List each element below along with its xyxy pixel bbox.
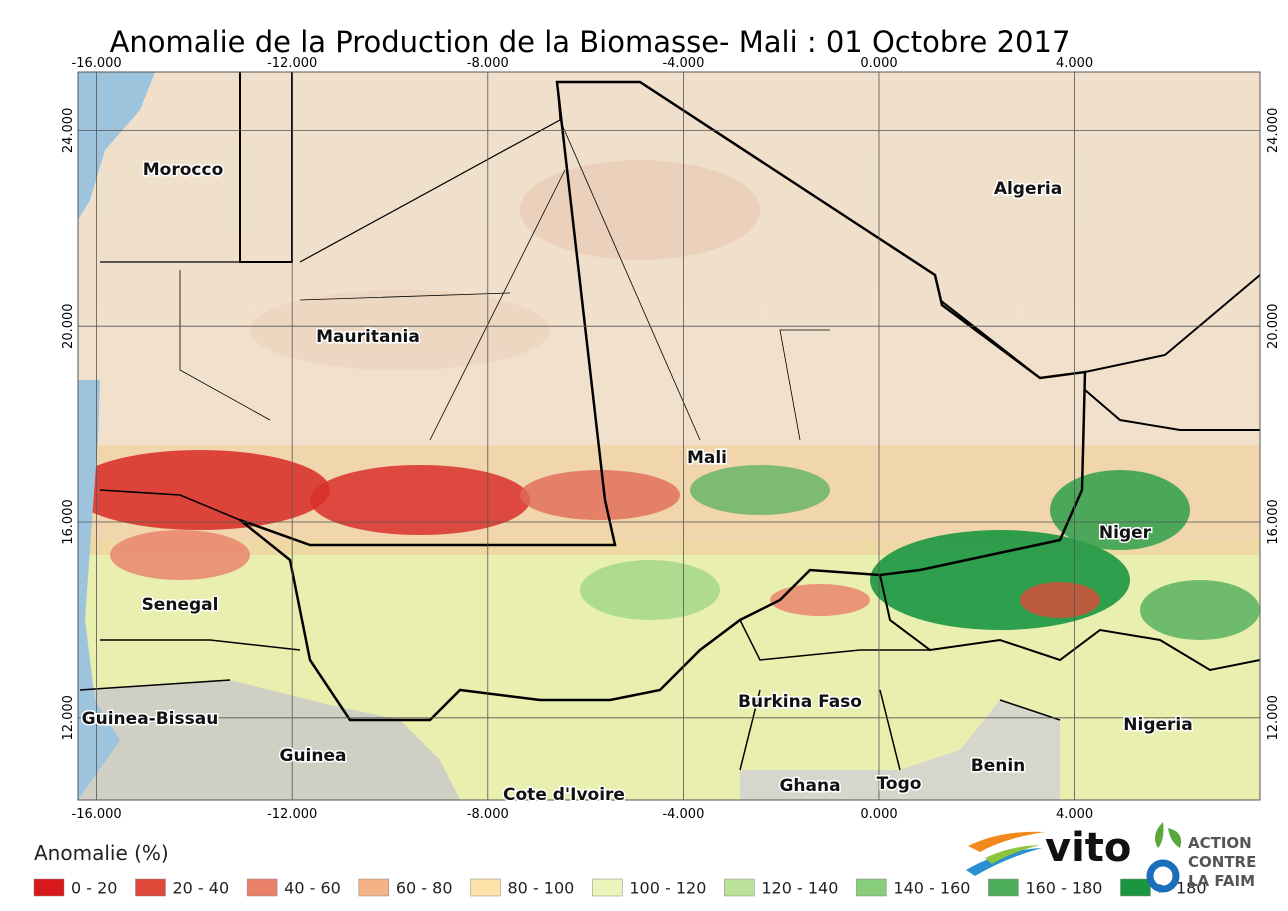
country-label: Niger [1099, 523, 1152, 543]
legend-swatch [33, 878, 65, 897]
ocean [78, 380, 120, 800]
legend-swatch [470, 878, 501, 897]
lon-label: 0.000 [860, 56, 897, 71]
legend-label: 100 - 120 [629, 879, 706, 898]
logo-text: CONTRE [1188, 853, 1256, 871]
deficit-zone [310, 465, 530, 535]
country-label: Morocco [143, 160, 224, 180]
lat-label: 12.000 [61, 695, 76, 741]
logo-text: vito [1045, 825, 1131, 871]
legend: 0 - 20 20 - 40 40 - 60 60 - 80 80 - 100 100 -… [33, 878, 1207, 898]
vito-logo: vito [966, 825, 1131, 876]
legend-title: Anomalie (%) [34, 841, 169, 865]
ocean [78, 72, 155, 220]
border [939, 274, 1260, 379]
deficit-zone [110, 530, 250, 580]
country-label: Benin [971, 756, 1026, 776]
lat-label: 20.000 [1266, 303, 1281, 349]
legend-label: 80 - 100 [508, 879, 575, 898]
mali-border [239, 80, 1087, 722]
graticule [78, 72, 1260, 800]
lon-label: -8.000 [467, 56, 509, 71]
lat-label: 12.000 [1266, 695, 1281, 741]
deficit-zone [1020, 582, 1100, 618]
surplus-zone [690, 465, 830, 515]
border [879, 389, 1260, 672]
country-label: Algeria [994, 179, 1062, 199]
lat-label: 16.000 [1266, 499, 1281, 545]
country-label: Mauritania [316, 327, 420, 347]
lat-label: 24.000 [1266, 108, 1281, 154]
map-frame [77, 71, 1261, 801]
logo-swoosh [968, 831, 1045, 852]
admin-border [179, 119, 830, 441]
lon-label: 0.000 [860, 807, 897, 822]
deficit-zone [520, 470, 680, 520]
surplus-zone [1140, 580, 1260, 640]
lon-label: -12.000 [267, 56, 317, 71]
country-labels: Morocco Algeria Mauritania Mali Niger Se… [80, 159, 1194, 807]
acf-logo: ACTION CONTRE LA FAIM [1146, 822, 1256, 893]
country-label: Guinea [280, 746, 347, 766]
lon-label: -12.000 [267, 807, 317, 822]
desert-shade [520, 160, 760, 260]
borders [79, 72, 1260, 771]
country-label: Burkina Faso [738, 692, 862, 712]
logo-swoosh [985, 845, 1040, 864]
country-label: Togo [877, 774, 922, 794]
legend-label: 160 - 180 [1025, 879, 1102, 898]
legend-swatch [358, 878, 390, 897]
legend-swatch [988, 878, 1019, 897]
surplus-zone [1050, 470, 1190, 550]
logo-drop [1146, 859, 1180, 893]
legend-swatch [856, 878, 887, 897]
deficit-zone [78, 450, 330, 530]
legend-label: 20 - 40 [172, 879, 229, 898]
legend-label: 40 - 60 [284, 879, 341, 898]
logo-text: ACTION [1188, 834, 1252, 852]
lat-label: 16.000 [61, 499, 76, 545]
country-label: Mali [687, 448, 727, 468]
title: Anomalie de la Production de la Biomasse… [110, 25, 1071, 59]
legend-swatch [1120, 878, 1151, 897]
map-body [78, 72, 1260, 800]
lon-label: 4.000 [1056, 807, 1093, 822]
lon-label: -16.000 [72, 807, 122, 822]
legend-swatch [724, 878, 755, 897]
logo-text: LA FAIM [1188, 872, 1255, 890]
outside-area [740, 700, 1060, 800]
country-label: Guinea-Bissau [82, 709, 219, 729]
lon-label: -8.000 [467, 807, 509, 822]
country-label: Cote d'Ivoire [503, 785, 625, 805]
country-label: Senegal [142, 595, 219, 615]
lon-label: -4.000 [662, 807, 704, 822]
surplus-zone [580, 560, 720, 620]
legend-swatch [592, 878, 623, 897]
lon-label: 4.000 [1056, 56, 1093, 71]
country-label: Nigeria [1123, 715, 1192, 735]
border [79, 489, 301, 691]
logo-leaf [1154, 822, 1182, 848]
border [739, 619, 1061, 771]
logo-swoosh [966, 848, 1042, 876]
coordinate-labels: -16.000 -16.000 -12.000 -12.000 -8.000 -8.000… [61, 56, 1281, 822]
legend-swatch [246, 878, 278, 897]
lat-label: 20.000 [61, 303, 76, 349]
legend-label: 140 - 160 [893, 879, 970, 898]
legend-label: 120 - 140 [761, 879, 838, 898]
legend-label: 0 - 20 [71, 879, 117, 898]
country-label: Ghana [779, 776, 840, 796]
legend-swatch [135, 878, 166, 897]
outside-area [78, 680, 460, 800]
lon-label: -16.000 [72, 56, 122, 71]
lon-label: -4.000 [662, 56, 704, 71]
legend-label: 60 - 80 [396, 879, 453, 898]
deficit-zone [770, 584, 870, 616]
lat-label: 24.000 [61, 108, 76, 154]
